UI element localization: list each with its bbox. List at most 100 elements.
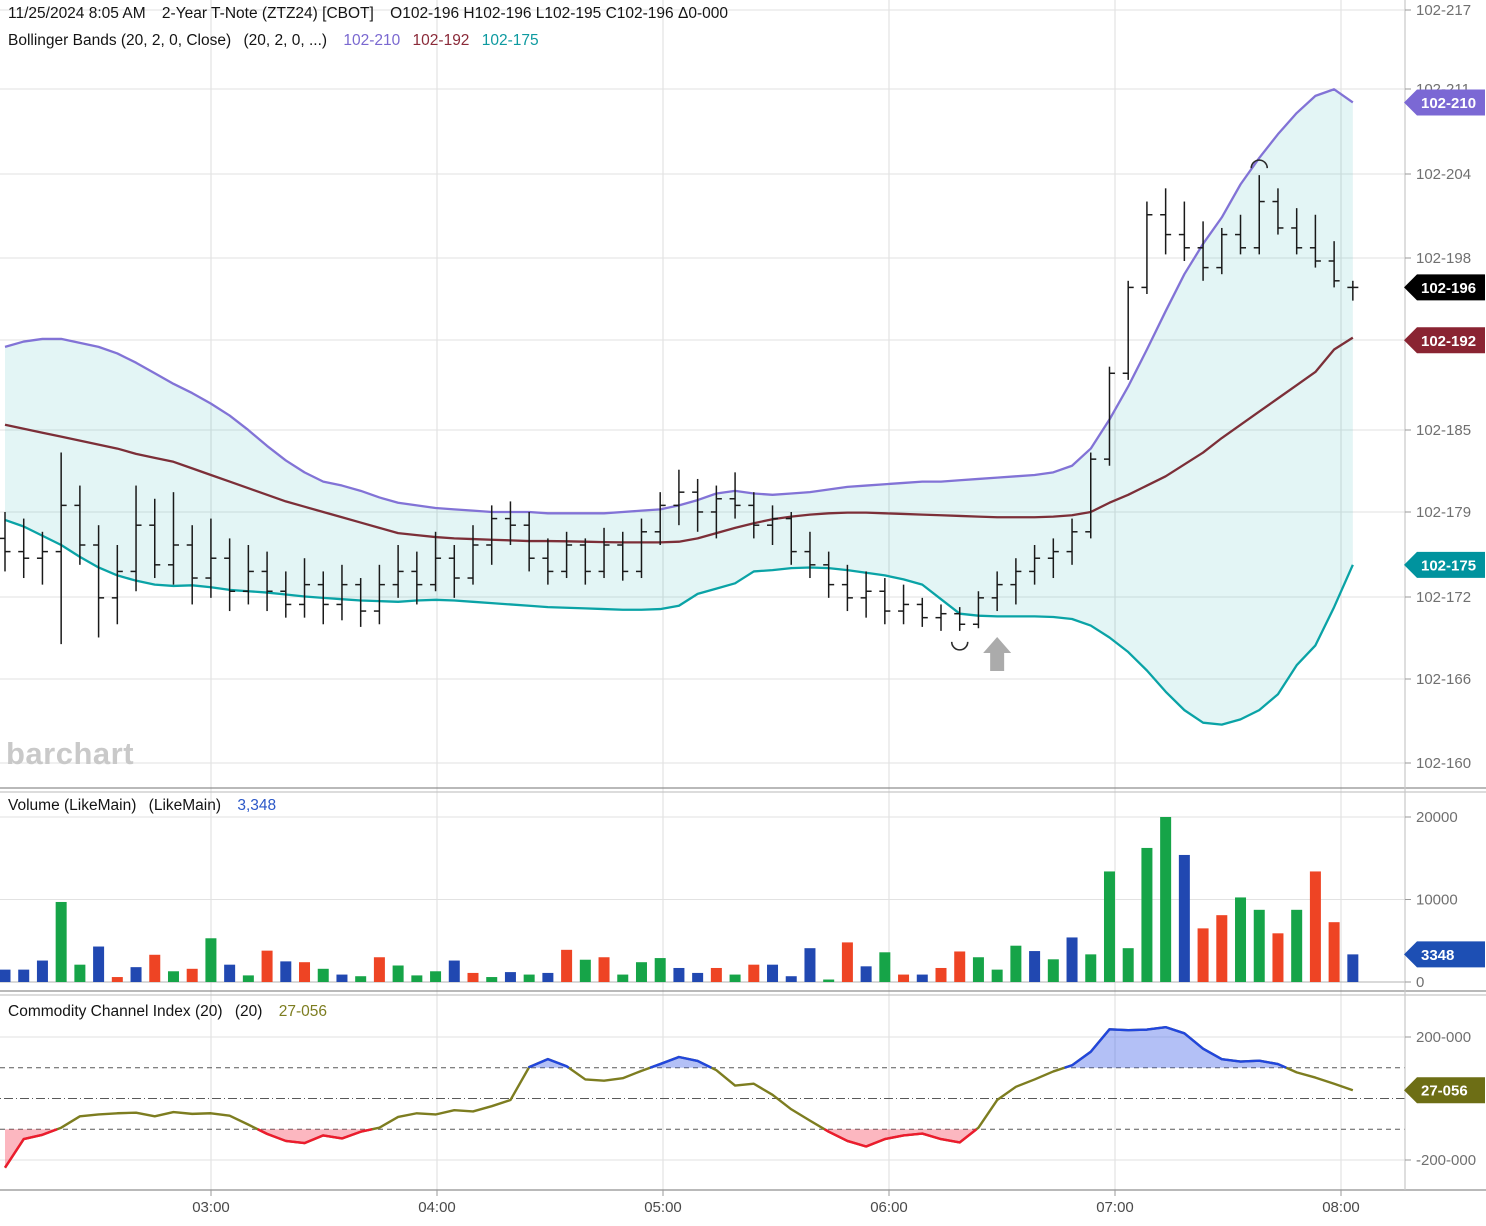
cci-params[interactable]: (20) [234,1003,263,1020]
volume-bar [1272,933,1284,982]
volume-bar [111,977,123,982]
volume-bar [355,976,367,982]
volume-panel-header: Volume (LikeMain) (LikeMain) 3,348 [8,797,288,815]
volume-bar [1066,937,1078,982]
volume-bar [167,971,179,982]
price-axis-label: 102-204 [1416,166,1471,183]
price-axis-label: 102-185 [1416,422,1471,439]
volume-bar [299,962,311,982]
axis-badges: 102-210 102-196 102-192 102-175 3348 27-056 [1404,89,1485,1104]
time-axis: 03:00 04:00 05:00 06:00 07:00 08:00 [192,1190,1360,1216]
time-axis-label[interactable]: 04:00 [418,1199,456,1216]
ohlc-readout: O102-196 H102-196 L102-195 C102-196 Δ0-0… [390,5,728,22]
volume-bar [1085,954,1097,982]
volume-params[interactable]: (LikeMain) [148,797,222,814]
cci-badge [1404,1077,1485,1104]
cci-oversold-segment [823,1128,978,1148]
price-axis-label: 102-172 [1416,589,1471,606]
volume-bar [36,960,48,982]
price-axis-label: 102-160 [1416,755,1471,772]
volume-bar [1103,871,1115,982]
svg-text:102-196: 102-196 [1421,280,1476,297]
indicator-header: Bollinger Bands (20, 2, 0, Close) (20, 2… [8,32,551,50]
volume-badge [1404,941,1485,968]
cci-overbought-segment [1064,1025,1287,1069]
up-arrow-icon [983,637,1012,671]
volume-bar [635,962,647,982]
volume-bar [18,969,30,982]
volume-bar [317,968,329,982]
volume-bar [542,972,554,982]
time-axis-label[interactable]: 06:00 [870,1199,908,1216]
bollinger-bands [4,88,1354,726]
volume-bar [1235,897,1247,982]
cci-label[interactable]: Commodity Channel Index (20) [8,1003,223,1020]
main-chart-header: 11/25/2024 8:05 AM 2-Year T-Note (ZTZ24)… [8,5,740,23]
volume-bar [692,972,704,982]
cci-oversold-segment [257,1128,373,1145]
volume-bar [729,974,741,982]
cci-axis-label: -200-000 [1416,1152,1476,1169]
time-axis-label[interactable]: 05:00 [644,1199,682,1216]
time-axis-label[interactable]: 07:00 [1096,1199,1134,1216]
volume-bar [0,969,11,982]
price-badge [1404,551,1485,578]
time-axis-label[interactable]: 08:00 [1322,1199,1360,1216]
indicator-params[interactable]: (20, 2, 0, ...) [243,32,328,49]
volume-bar [785,976,797,982]
volume-label[interactable]: Volume (LikeMain) [8,797,137,814]
volume-bar [411,975,423,982]
cci-overbought-segment [527,1057,570,1069]
svg-text:27-056: 27-056 [1421,1083,1468,1100]
volume-bar [1141,847,1153,982]
time-axis-label[interactable]: 03:00 [192,1199,230,1216]
volume-bar [430,971,442,982]
volume-bar [804,948,816,982]
cci-value: 27-056 [278,1003,327,1020]
svg-text:3348: 3348 [1421,947,1454,964]
volume-bar [935,967,947,982]
volume-value: 3,348 [237,797,277,814]
volume-bar [523,974,535,982]
volume-axis-label: 20000 [1416,809,1458,826]
volume-bar [373,957,385,982]
volume-bar [186,968,198,982]
volume-bar [954,951,966,982]
volume-bar [598,957,610,982]
volume-bar [504,972,516,982]
bollinger-middle-line [4,336,1354,544]
volume-bar [898,974,910,982]
price-axis-label: 102-198 [1416,250,1471,267]
volume-bar [1253,909,1265,982]
volume-bar [991,969,1003,982]
price-axis-label: 102-166 [1416,671,1471,688]
high-arc-marker [1250,159,1269,169]
volume-bar [823,979,835,982]
volume-bar [1122,948,1134,982]
symbol-title: 2-Year T-Note (ZTZ24) [CBOT] [161,5,374,22]
volume-bar [55,901,67,982]
annotations [950,159,1269,671]
volume-bar [149,954,161,982]
bb-middle-value: 102-192 [412,32,470,49]
svg-text:102-175: 102-175 [1421,557,1476,574]
bb-upper-value: 102-210 [343,32,401,49]
volume-bar [93,946,105,982]
volume-bar [1309,871,1321,982]
bb-lower-value: 102-175 [481,32,539,49]
volume-bar [448,960,460,982]
svg-text:102-192: 102-192 [1421,333,1476,350]
volume-bar [1010,945,1022,982]
indicator-label[interactable]: Bollinger Bands (20, 2, 0, Close) [8,32,232,49]
volume-bar [916,974,928,982]
volume-bar [1328,922,1340,982]
volume-axis-label: 0 [1416,974,1424,991]
price-badge [1404,274,1485,301]
price-axis-label: 102-179 [1416,504,1471,521]
timestamp: 11/25/2024 8:05 AM [8,5,146,22]
volume-bar [74,964,86,982]
volume-bar [336,974,348,982]
volume-bar [205,938,217,982]
